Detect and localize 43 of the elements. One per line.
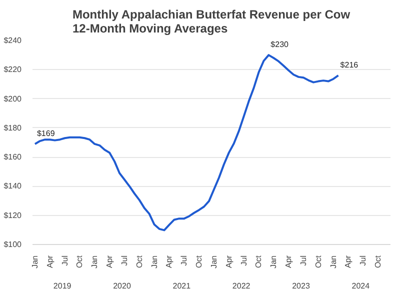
x-tick-label: Jul: [358, 255, 368, 266]
x-tick-label: Apr: [224, 255, 234, 268]
y-tick-label: $240: [4, 36, 22, 45]
text: 2020: [113, 282, 132, 290]
y-tick-label: $120: [4, 210, 22, 220]
y-tick-label: $160: [4, 152, 22, 162]
x-tick-label: Oct: [254, 254, 264, 268]
y-tick-label: $140: [4, 182, 22, 191]
x-tick-label: Oct: [134, 254, 144, 268]
y-tick-label: $100: [4, 240, 22, 249]
x-tick-label: Oct: [374, 254, 383, 268]
x-tick-label: Jan: [150, 255, 159, 268]
x-tick-label: Apr: [344, 255, 353, 268]
y-tick-label: $220: [4, 65, 22, 74]
x-tick-label: Jul: [239, 255, 248, 266]
x-tick-label: Jul: [120, 255, 129, 266]
x-tick-label: Apr: [164, 255, 174, 268]
x-tick-label: Jul: [60, 255, 70, 266]
x-tick-label: Jul: [180, 255, 189, 266]
data-label: $169: [36, 128, 56, 138]
y-tick-label: $180: [4, 123, 22, 132]
data-label: $216: [340, 60, 359, 70]
x-tick-label: Jan: [30, 255, 40, 268]
text: 2019: [53, 282, 72, 290]
x-tick-label: Apr: [105, 255, 114, 268]
x-tick-label: Jan: [328, 255, 338, 268]
line-series: [34, 54, 340, 232]
x-tick-label: Oct: [194, 254, 204, 268]
text: 2021: [172, 282, 192, 290]
x-tick-label: Jan: [269, 255, 278, 268]
chart-title: Monthly Appalachian Butterfat Revenue per Cow 12-Month Moving Averages: [72, 8, 351, 36]
y-tick-label: $200: [4, 94, 22, 104]
x-tick-label: Apr: [45, 255, 54, 268]
x-tick-label: Apr: [284, 255, 294, 268]
text: 2024: [352, 282, 370, 290]
x-tick-label: Jul: [298, 255, 308, 266]
x-tick-label: Oct: [314, 254, 323, 268]
x-tick-label: Jan: [90, 255, 100, 268]
text: 2022: [232, 282, 251, 290]
text: 2023: [292, 282, 310, 290]
data-label: $230: [270, 40, 290, 50]
x-tick-label: Oct: [75, 254, 84, 268]
x-tick-label: Jan: [209, 255, 218, 268]
